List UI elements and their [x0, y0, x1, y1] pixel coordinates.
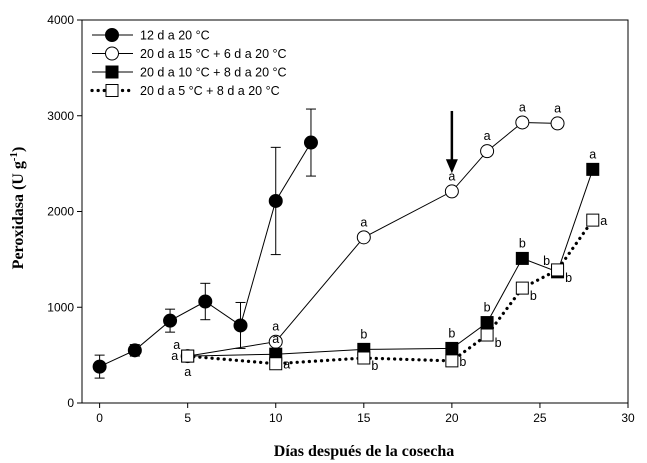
significance-label: a [173, 338, 180, 352]
legend-marker [105, 46, 119, 61]
series-line [187, 169, 594, 357]
significance-label: b [448, 326, 455, 340]
data-point [268, 193, 283, 208]
x-tick-label: 5 [184, 411, 191, 425]
significance-label: a [283, 358, 290, 372]
legend-item-1: 12 d a 20 °C [92, 28, 210, 43]
y-axis-title: Peroxidasa (U g-1) [8, 147, 27, 270]
legend-label: 20 d a 10 °C + 8 d a 20 °C [140, 66, 287, 80]
data-point [181, 349, 195, 363]
y-tick-label: 3000 [47, 109, 74, 123]
x-tick-label: 30 [621, 411, 635, 425]
significance-label: a [272, 332, 279, 346]
data-point [480, 316, 494, 330]
data-point [480, 328, 494, 342]
significance-label: a [360, 215, 367, 229]
data-point [586, 213, 600, 227]
data-point [444, 184, 459, 199]
legend-label: 20 d a 15 °C + 6 d a 20 °C [140, 47, 287, 61]
data-point [357, 351, 371, 365]
significance-label: a [448, 169, 455, 183]
significance-label: b [459, 355, 466, 369]
significance-label: b [543, 254, 550, 268]
legend-marker [105, 28, 119, 42]
data-point [515, 115, 530, 130]
significance-label: a [554, 101, 561, 115]
x-tick-label: 0 [96, 411, 103, 425]
x-tick-label: 15 [357, 411, 371, 425]
y-axis-title-end: ) [10, 147, 27, 152]
significance-label: b [519, 236, 526, 250]
axes: 0 5 10 15 20 25 30 0 1000 2000 3000 4000 [47, 13, 635, 425]
legend: 12 d a 20 °C 20 d a 15 °C + 6 d a 20 °C 20… [90, 28, 287, 98]
data-point [163, 313, 178, 328]
legend-label: 20 d a 5 °C + 8 d a 20 °C [140, 84, 280, 98]
data-point [198, 294, 213, 309]
data-point [586, 162, 600, 176]
x-tick-label: 10 [269, 411, 283, 425]
significance-label: b [371, 359, 378, 373]
legend-marker [105, 84, 119, 97]
y-tick-label: 1000 [47, 300, 74, 314]
data-point [550, 116, 565, 131]
arrow-head [445, 159, 458, 174]
y-axis-title-main: Peroxidasa (U g [10, 161, 27, 269]
data-point [356, 230, 371, 245]
y-tick-label: 4000 [47, 13, 74, 27]
significance-label: a [600, 214, 607, 228]
data-point [92, 359, 107, 374]
significance-label: a [171, 349, 178, 363]
significance-label: a [519, 100, 526, 114]
significance-label: a [272, 320, 279, 334]
legend-item-2: 20 d a 15 °C + 6 d a 20 °C [92, 46, 287, 61]
data-point [445, 354, 459, 368]
data-point [127, 343, 142, 358]
data-point [515, 281, 529, 295]
significance-label: b [484, 301, 491, 315]
significance-label: a [184, 365, 191, 379]
series-line [186, 218, 595, 366]
arrow-annotation [445, 110, 458, 174]
data-point [515, 251, 529, 265]
data-point [233, 318, 248, 333]
y-tick-label: 2000 [47, 205, 74, 219]
significance-label: b [565, 271, 572, 285]
legend-label: 12 d a 20 °C [140, 29, 210, 43]
x-axis-title: Días después de la cosecha [274, 443, 454, 460]
legend-item-3: 20 d a 10 °C + 8 d a 20 °C [92, 65, 287, 80]
x-tick-label: 20 [445, 411, 459, 425]
y-tick-label: 0 [67, 396, 74, 410]
x-tick-label: 25 [533, 411, 547, 425]
significance-label: b [360, 327, 367, 341]
data-point [269, 357, 283, 371]
data-point [303, 135, 318, 150]
significance-label: a [589, 147, 596, 161]
data-point [445, 341, 459, 355]
legend-item-4: 20 d a 5 °C + 8 d a 20 °C [90, 84, 280, 98]
data-point [551, 263, 565, 277]
significance-label: a [484, 129, 491, 143]
significance-label: b [530, 289, 537, 303]
y-axis-title-sup: -1 [8, 152, 20, 161]
significance-label: b [495, 336, 502, 350]
data-point [480, 144, 495, 159]
legend-marker [105, 65, 119, 79]
series-1 [92, 108, 318, 379]
